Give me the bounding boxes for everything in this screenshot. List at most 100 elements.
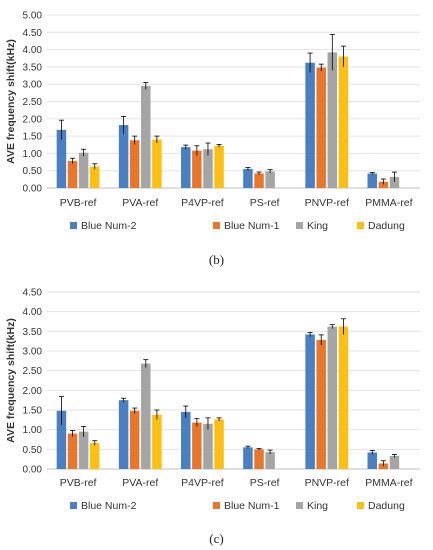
bar-dadung-pva-ref <box>152 139 162 188</box>
legend-label-blue-num-1: Blue Num-1 <box>224 500 280 512</box>
bar-blue-num-1-pnvp-ref <box>316 67 326 188</box>
bar-king-pva-ref <box>141 363 151 469</box>
bar-blue-num-2-p4vp-ref <box>181 147 191 188</box>
bar-king-pmma-ref <box>389 176 400 188</box>
bar-blue-num-2-ps-ref <box>243 447 253 469</box>
y-tick-label: 4.00 <box>23 45 43 56</box>
y-tick-label: 3.00 <box>23 347 43 358</box>
y-tick-label: 2.50 <box>23 97 43 108</box>
bar-king-pnvp-ref <box>327 326 338 469</box>
legend-label-blue-num-2: Blue Num-2 <box>81 500 137 512</box>
bar-blue-num-2-pnvp-ref <box>305 334 315 469</box>
bar-blue-num-1-p4vp-ref <box>192 422 202 469</box>
legend-label-blue-num-1: Blue Num-1 <box>224 220 280 232</box>
legend-swatch-blue-num-2 <box>70 502 77 509</box>
bar-king-pnvp-ref <box>327 52 338 189</box>
category-label-pnvp-ref: PNVP-ref <box>305 197 349 209</box>
y-tick-label: 0.00 <box>23 465 43 476</box>
legend-label-king: King <box>307 220 328 232</box>
category-label-pva-ref: PVA-ref <box>122 477 158 489</box>
y-tick-label: 0.50 <box>23 166 43 177</box>
bar-king-pvb-ref <box>78 431 89 469</box>
bar-blue-num-1-ps-ref <box>254 449 264 469</box>
y-tick-label: 0.00 <box>23 184 43 195</box>
y-axis-label: AVE frequency shift(kHz) <box>5 318 17 443</box>
category-label-pvb-ref: PVB-ref <box>60 477 97 489</box>
legend-swatch-blue-num-2 <box>70 222 77 229</box>
y-tick-label: 1.50 <box>23 132 43 143</box>
bar-dadung-pnvp-ref <box>338 326 349 469</box>
bar-king-p4vp-ref <box>203 149 213 188</box>
legend-label-dadung: Dadung <box>368 500 405 512</box>
bar-blue-num-1-pvb-ref <box>67 433 78 469</box>
y-tick-label: 2.50 <box>23 366 43 377</box>
bar-blue-num-2-pvb-ref <box>56 410 67 469</box>
bar-dadung-pva-ref <box>152 414 162 469</box>
bar-blue-num-1-pva-ref <box>129 410 140 469</box>
y-tick-label: 4.50 <box>23 288 43 299</box>
bar-blue-num-1-pvb-ref <box>67 161 78 188</box>
bar-king-pva-ref <box>141 85 151 188</box>
bar-dadung-p4vp-ref <box>214 145 224 188</box>
bar-blue-num-2-pva-ref <box>118 400 129 469</box>
chart-panel-b: 0.00 0.50 1.00 1.50 2.00 2.50 3.00 3.50 4.00 4.50… <box>0 0 433 268</box>
category-label-p4vp-ref: P4VP-ref <box>181 477 224 489</box>
bar-blue-num-1-pnvp-ref <box>316 339 326 469</box>
y-tick-label: 4.00 <box>23 307 43 318</box>
caption-c: (c) <box>209 531 224 546</box>
y-tick-label: 3.50 <box>23 62 43 73</box>
bar-chart-b: 0.00 0.50 1.00 1.50 2.00 2.50 3.00 3.50 4.00 4.50… <box>5 11 420 232</box>
bar-dadung-pvb-ref <box>89 443 100 469</box>
legend-swatch-blue-num-1 <box>213 502 220 509</box>
chart-panel-c: 0.00 0.50 1.00 1.50 2.00 2.50 3.00 3.50 4.00 4.50… <box>0 278 433 550</box>
bar-king-ps-ref <box>265 171 275 188</box>
bar-blue-num-2-pva-ref <box>118 125 129 188</box>
legend-swatch-dadung <box>357 502 364 509</box>
legend-label-king: King <box>307 500 328 512</box>
bar-king-ps-ref <box>265 452 275 469</box>
category-label-pmma-ref: PMMA-ref <box>365 477 412 489</box>
y-tick-label: 2.00 <box>23 386 43 397</box>
y-axis-label: AVE frequency shift(kHz) <box>5 39 17 164</box>
category-label-pva-ref: PVA-ref <box>122 197 158 209</box>
y-tick-label: 1.00 <box>23 425 43 436</box>
bar-dadung-pnvp-ref <box>338 56 349 188</box>
y-tick-label: 3.00 <box>23 80 43 91</box>
category-label-ps-ref: PS-ref <box>250 197 280 209</box>
category-label-p4vp-ref: P4VP-ref <box>181 197 224 209</box>
bar-blue-num-1-pmma-ref <box>378 181 389 188</box>
bar-dadung-p4vp-ref <box>214 419 224 469</box>
bar-blue-num-1-ps-ref <box>254 173 264 188</box>
bar-blue-num-2-p4vp-ref <box>181 411 191 469</box>
bar-blue-num-2-ps-ref <box>243 168 253 188</box>
bar-king-p4vp-ref <box>203 423 213 469</box>
bar-king-pmma-ref <box>389 456 400 469</box>
legend-label-dadung: Dadung <box>368 220 405 232</box>
y-tick-label: 0.50 <box>23 445 43 456</box>
legend-swatch-king <box>296 502 303 509</box>
bar-blue-num-2-pmma-ref <box>367 452 378 469</box>
bar-king-pvb-ref <box>78 152 89 188</box>
category-label-ps-ref: PS-ref <box>250 477 280 489</box>
legend-label-blue-num-2: Blue Num-2 <box>81 220 137 232</box>
bar-blue-num-2-pmma-ref <box>367 173 378 188</box>
legend-swatch-king <box>296 222 303 229</box>
bar-blue-num-2-pvb-ref <box>56 129 67 188</box>
bar-blue-num-1-pva-ref <box>129 140 140 188</box>
y-tick-label: 1.50 <box>23 406 43 417</box>
category-label-pnvp-ref: PNVP-ref <box>305 477 349 489</box>
y-tick-label: 2.00 <box>23 114 43 125</box>
bar-chart-c: 0.00 0.50 1.00 1.50 2.00 2.50 3.00 3.50 4.00 4.50… <box>5 288 420 512</box>
legend-swatch-blue-num-1 <box>213 222 220 229</box>
legend-swatch-dadung <box>357 222 364 229</box>
bar-blue-num-1-p4vp-ref <box>192 150 202 188</box>
y-tick-label: 3.50 <box>23 327 43 338</box>
caption-b: (b) <box>208 252 225 267</box>
bar-blue-num-2-pnvp-ref <box>305 62 315 188</box>
category-label-pvb-ref: PVB-ref <box>60 197 97 209</box>
bar-dadung-pvb-ref <box>89 166 100 188</box>
y-tick-label: 5.00 <box>23 11 43 22</box>
y-tick-label: 4.50 <box>23 28 43 39</box>
y-tick-label: 1.00 <box>23 149 43 160</box>
category-label-pmma-ref: PMMA-ref <box>365 197 412 209</box>
